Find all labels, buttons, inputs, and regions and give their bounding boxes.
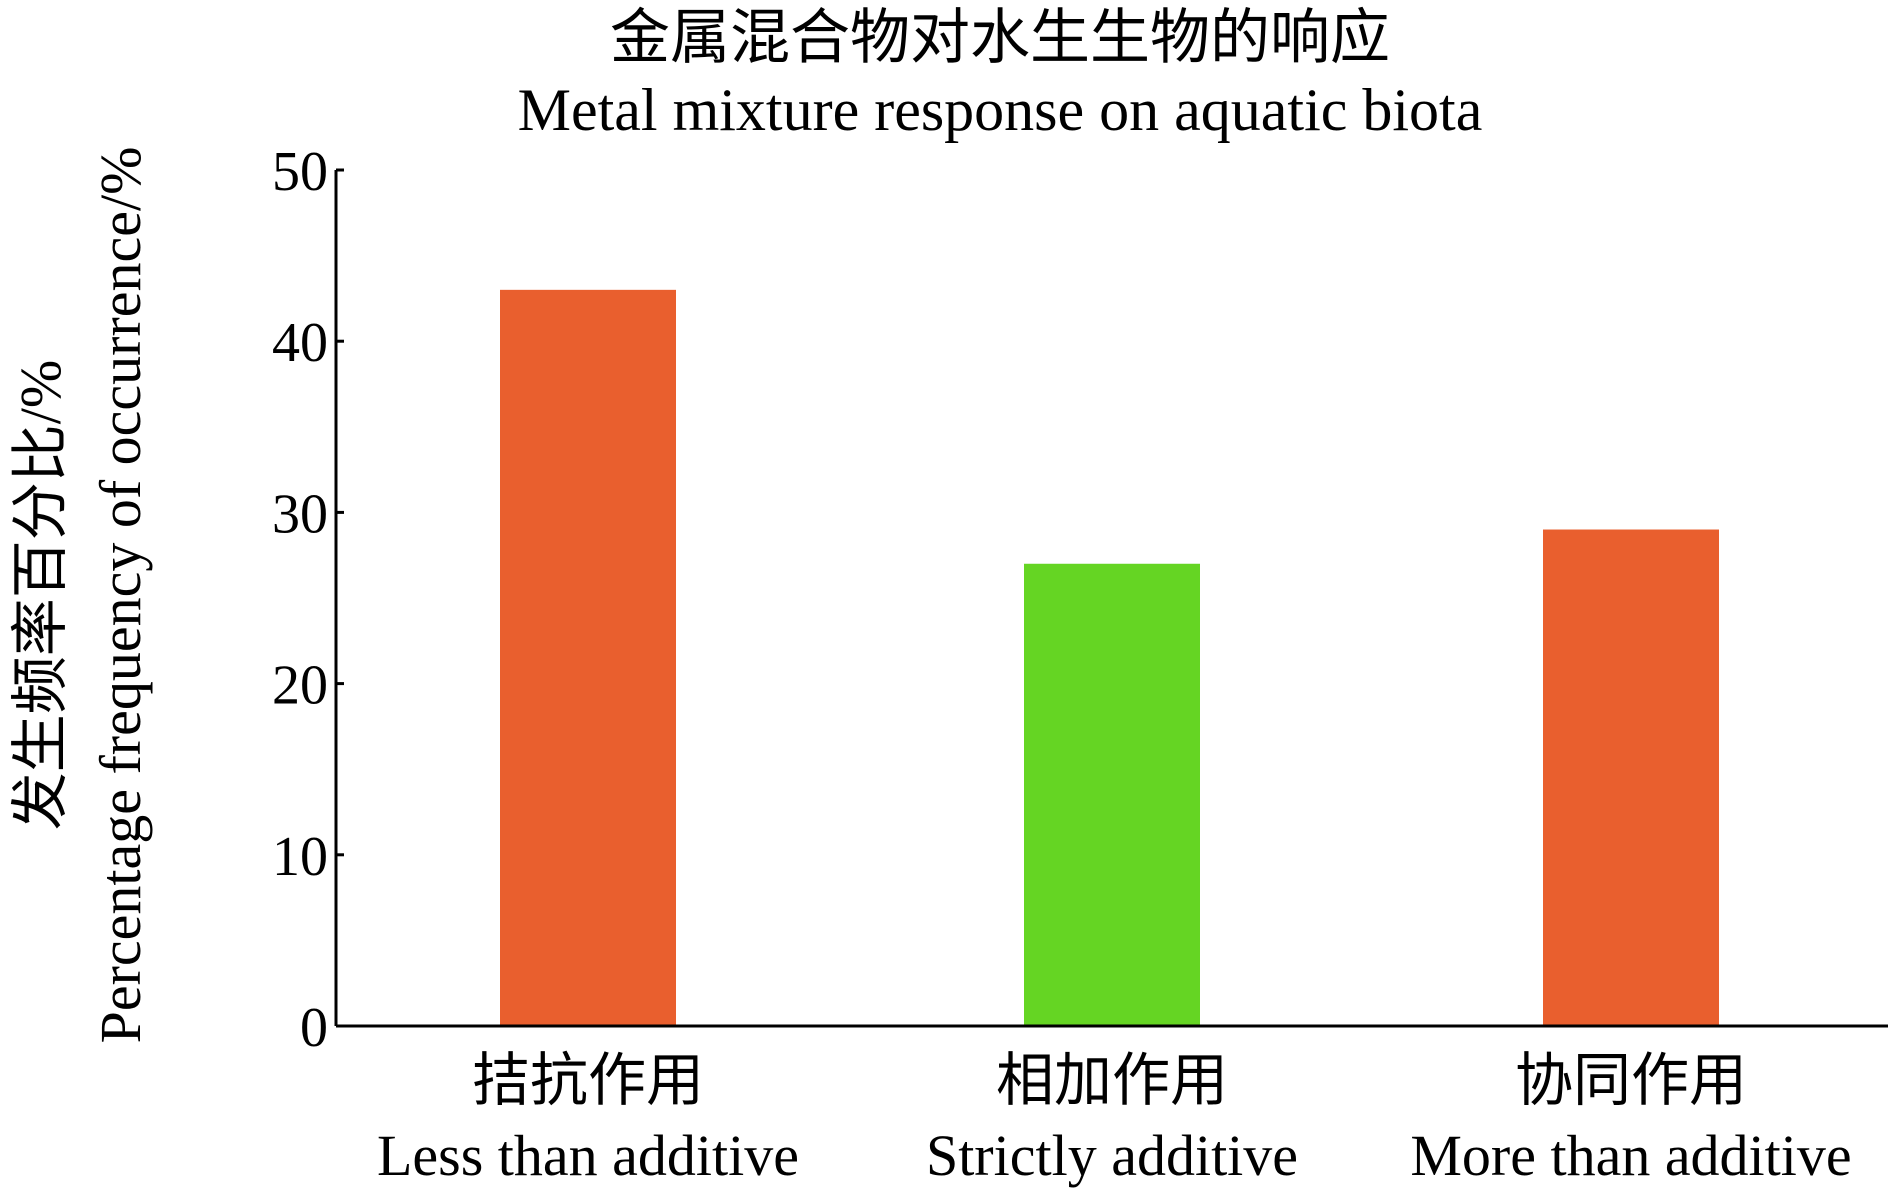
bar-2 <box>1024 563 1200 1026</box>
y-tick-label: 30 <box>272 483 328 545</box>
y-tick-label: 10 <box>272 826 328 888</box>
x-tick-label: Strictly additive <box>926 1123 1298 1188</box>
x-tick-label: Less than additive <box>377 1123 799 1188</box>
x-tick-label-zh: 相加作用 <box>996 1048 1228 1113</box>
y-axis-title: Percentage frequency of occurrence/% <box>88 147 153 1044</box>
plot-area: 0 10 20 30 40 50 拮抗作用 Less than additive 相加作用 Str… <box>272 141 1852 1188</box>
x-tick-label-zh: 协同作用 <box>1515 1048 1747 1113</box>
y-axis-title-zh: 发生频率百分比/% <box>8 360 73 830</box>
x-tick-label-zh: 拮抗作用 <box>472 1048 704 1113</box>
y-tick-label: 0 <box>300 997 328 1059</box>
bar-3 <box>1543 529 1719 1026</box>
x-tick-label: More than additive <box>1410 1123 1851 1188</box>
y-tick-label: 50 <box>272 141 328 203</box>
bar-1 <box>500 289 676 1027</box>
y-tick-label: 20 <box>272 655 328 717</box>
y-tick-label: 40 <box>272 312 328 374</box>
chart-title: 金属混合物对水生生物的响应 <box>610 5 1390 71</box>
chart-subtitle: Metal mixture response on aquatic biota <box>518 77 1483 143</box>
